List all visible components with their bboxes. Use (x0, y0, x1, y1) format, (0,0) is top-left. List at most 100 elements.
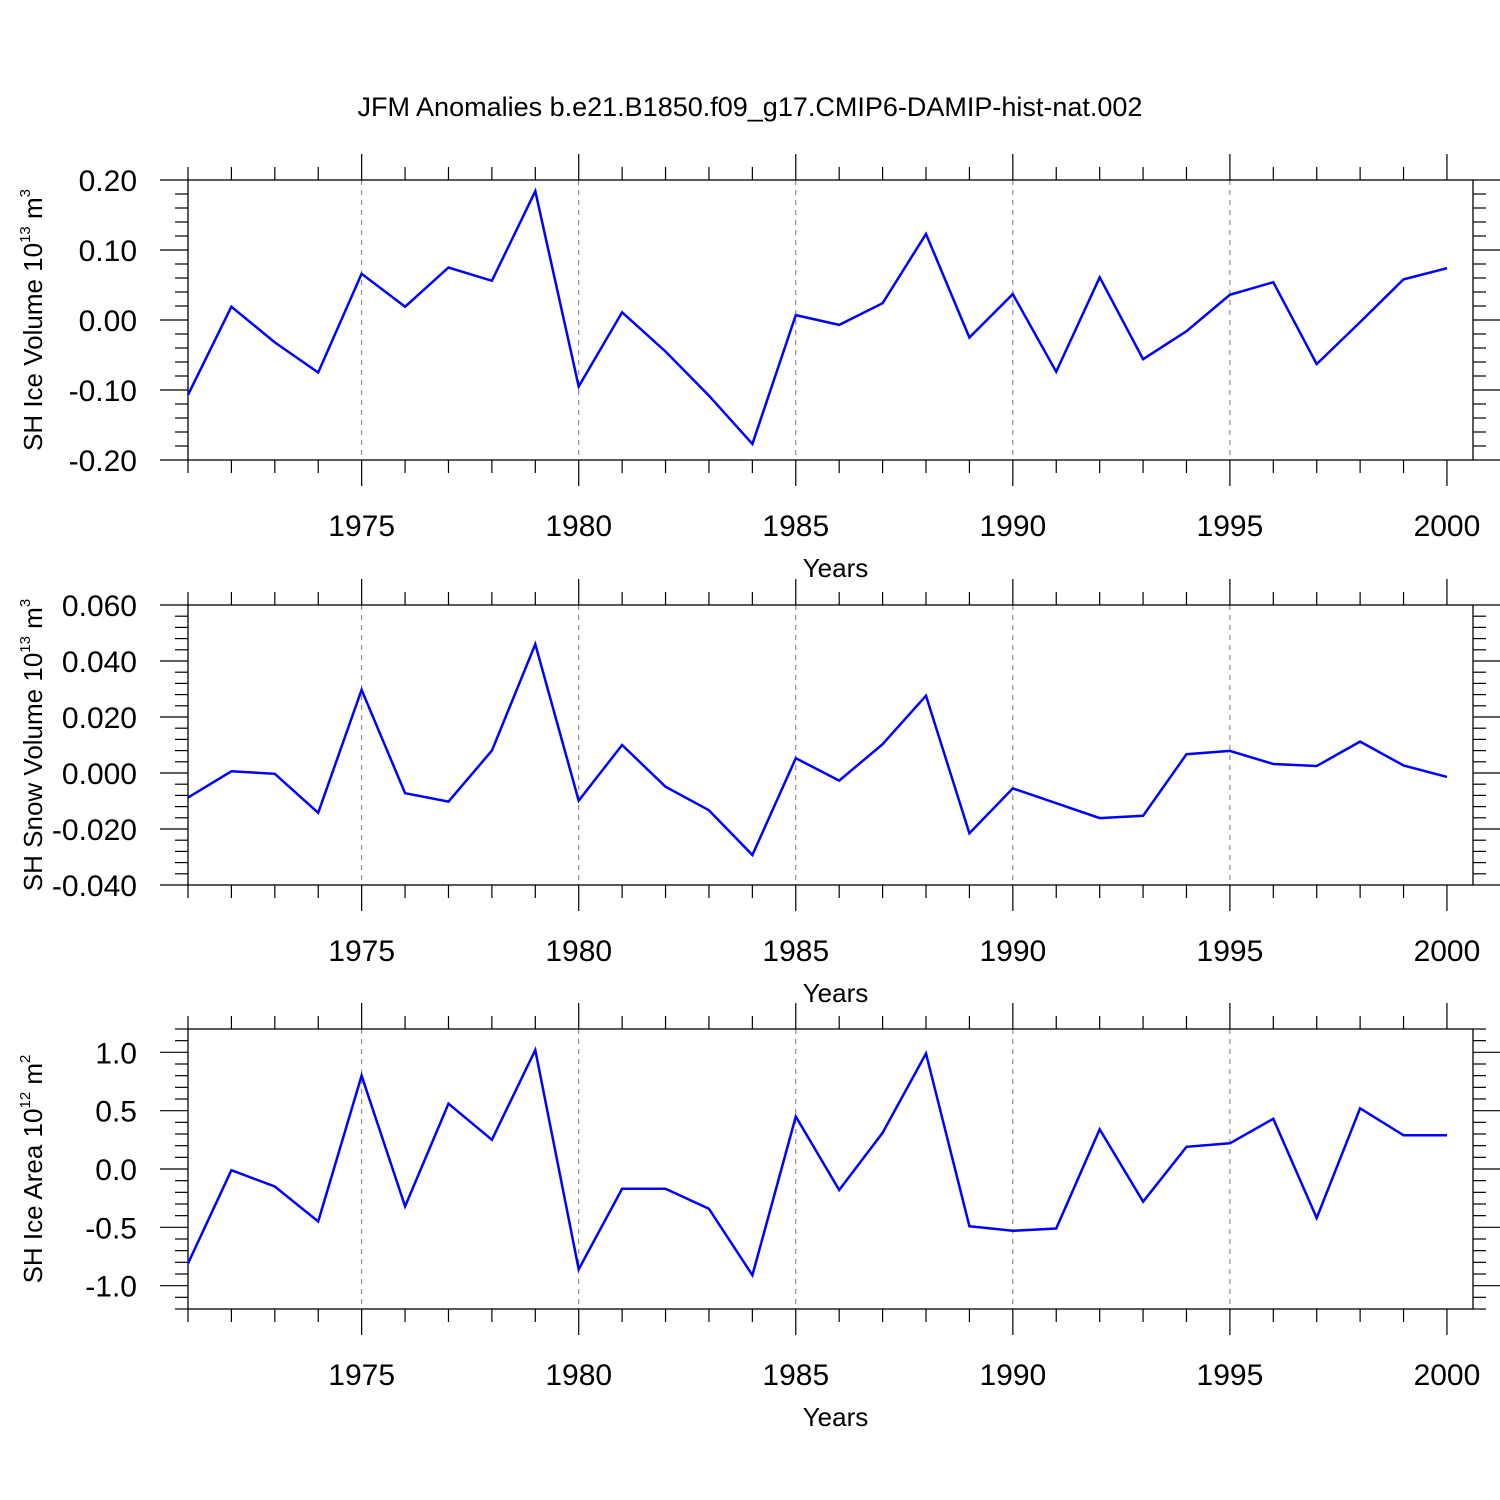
x-tick-label: 2000 (1414, 935, 1481, 968)
x-tick-label: 1990 (979, 935, 1046, 968)
data-point-1991 (1053, 800, 1059, 806)
panel-sh-ice-volume: 1975 1980 1985 1990 1995 2000 Years 0.20 0.10 0.0… (17, 154, 1500, 583)
y-tick-label: 0.000 (62, 758, 137, 791)
data-point-1990 (1010, 291, 1016, 297)
x-tick-label: 1995 (1197, 510, 1264, 543)
data-point-1993 (1140, 356, 1146, 362)
data-point-1976 (402, 304, 408, 310)
y-tick-label: 1.0 (95, 1037, 137, 1070)
data-point-1981 (619, 309, 625, 315)
x-axis-label: Years (803, 553, 869, 583)
data-point-1998 (1357, 1105, 1363, 1111)
x-tick-label: 2000 (1414, 1359, 1481, 1392)
y-tick-label: 0.020 (62, 702, 137, 735)
y-tick-label: -0.040 (52, 870, 137, 903)
x-tick-label: 1985 (762, 510, 829, 543)
data-point-1984 (749, 1272, 755, 1278)
data-point-1973 (272, 1184, 278, 1190)
plot-frame (187, 604, 1474, 886)
data-point-1988 (923, 1051, 929, 1057)
data-point-1988 (923, 693, 929, 699)
data-point-1995 (1227, 1140, 1233, 1146)
x-axis-label: Years (803, 1402, 869, 1432)
data-point-1978 (489, 278, 495, 284)
x-tick-label: 1990 (979, 510, 1046, 543)
data-point-1971 (185, 1261, 191, 1267)
data-point-1972 (228, 768, 234, 774)
data-point-1998 (1357, 319, 1363, 325)
x-tick-label: 1980 (545, 935, 612, 968)
data-point-1994 (1183, 1144, 1189, 1150)
data-point-1982 (663, 1186, 669, 1192)
x-tick-label: 2000 (1414, 510, 1481, 543)
data-point-2000 (1444, 774, 1450, 780)
panel-sh-snow-volume: 1975 1980 1985 1990 1995 2000 Years 0.060 0.040 0… (17, 579, 1500, 1008)
y-tick-label: -0.020 (52, 814, 137, 847)
data-point-1980 (576, 1266, 582, 1272)
data-point-1977 (445, 265, 451, 271)
data-point-1983 (706, 807, 712, 813)
y-axis-label: SH Snow Volume 1013 m3 (17, 599, 48, 891)
y-tick-label: 0.040 (62, 646, 137, 679)
data-point-1993 (1140, 1199, 1146, 1205)
data-point-1985 (793, 312, 799, 318)
data-point-1975 (359, 1073, 365, 1079)
data-point-2000 (1444, 1132, 1450, 1138)
data-point-1995 (1227, 292, 1233, 298)
y-tick-label: 0.5 (95, 1096, 137, 1129)
x-tick-label: 1995 (1197, 1359, 1264, 1392)
data-point-1975 (359, 271, 365, 277)
data-point-1992 (1097, 815, 1103, 821)
data-point-1990 (1010, 785, 1016, 791)
chart-title: JFM Anomalies b.e21.B1850.f09_g17.CMIP6-… (358, 92, 1143, 122)
data-point-1997 (1314, 1215, 1320, 1221)
data-point-1972 (228, 1167, 234, 1173)
data-point-1978 (489, 748, 495, 754)
x-tick-label: 1975 (328, 510, 395, 543)
data-point-1998 (1357, 739, 1363, 745)
y-tick-label: -0.5 (85, 1212, 137, 1245)
y-tick-label: -1.0 (85, 1271, 137, 1304)
series-line-sh-snow-volume (187, 640, 1448, 858)
series-line-sh-ice-area (186, 1046, 1447, 1279)
x-axis-label: Years (803, 978, 869, 1008)
data-point-1977 (445, 1101, 451, 1107)
data-point-1978 (489, 1137, 495, 1143)
data-point-1982 (663, 349, 669, 355)
y-tick-label: -0.10 (69, 375, 137, 408)
data-point-1992 (1097, 1126, 1103, 1132)
data-point-1983 (706, 393, 712, 399)
data-point-1989 (966, 1223, 972, 1229)
data-point-1989 (966, 335, 972, 341)
data-point-1999 (1401, 276, 1407, 282)
data-point-1986 (836, 778, 842, 784)
data-point-1996 (1270, 761, 1276, 767)
data-point-1985 (793, 755, 799, 761)
data-point-2000 (1444, 265, 1450, 271)
data-point-1980 (576, 384, 582, 390)
series-line-sh-ice-volume (186, 187, 1448, 447)
data-point-1986 (836, 322, 842, 328)
data-point-1988 (923, 231, 929, 237)
data-point-1976 (402, 1203, 408, 1209)
data-point-1975 (359, 687, 365, 693)
x-tick-label: 1985 (762, 1359, 829, 1392)
data-point-1997 (1314, 361, 1320, 367)
x-tick-label: 1985 (762, 935, 829, 968)
data-point-1999 (1401, 762, 1407, 768)
y-axis-label: SH Ice Volume 1013 m3 (17, 189, 48, 451)
data-point-1974 (315, 810, 321, 816)
data-point-1973 (272, 771, 278, 777)
data-point-1983 (706, 1206, 712, 1212)
data-point-1993 (1140, 813, 1146, 819)
data-point-1987 (880, 1130, 886, 1136)
data-point-1982 (663, 784, 669, 790)
data-point-1991 (1053, 1226, 1059, 1232)
data-point-1981 (619, 1186, 625, 1192)
x-tick-label: 1975 (328, 1359, 395, 1392)
data-point-1999 (1401, 1132, 1407, 1138)
data-point-1974 (315, 370, 321, 376)
data-point-1971 (185, 392, 191, 398)
